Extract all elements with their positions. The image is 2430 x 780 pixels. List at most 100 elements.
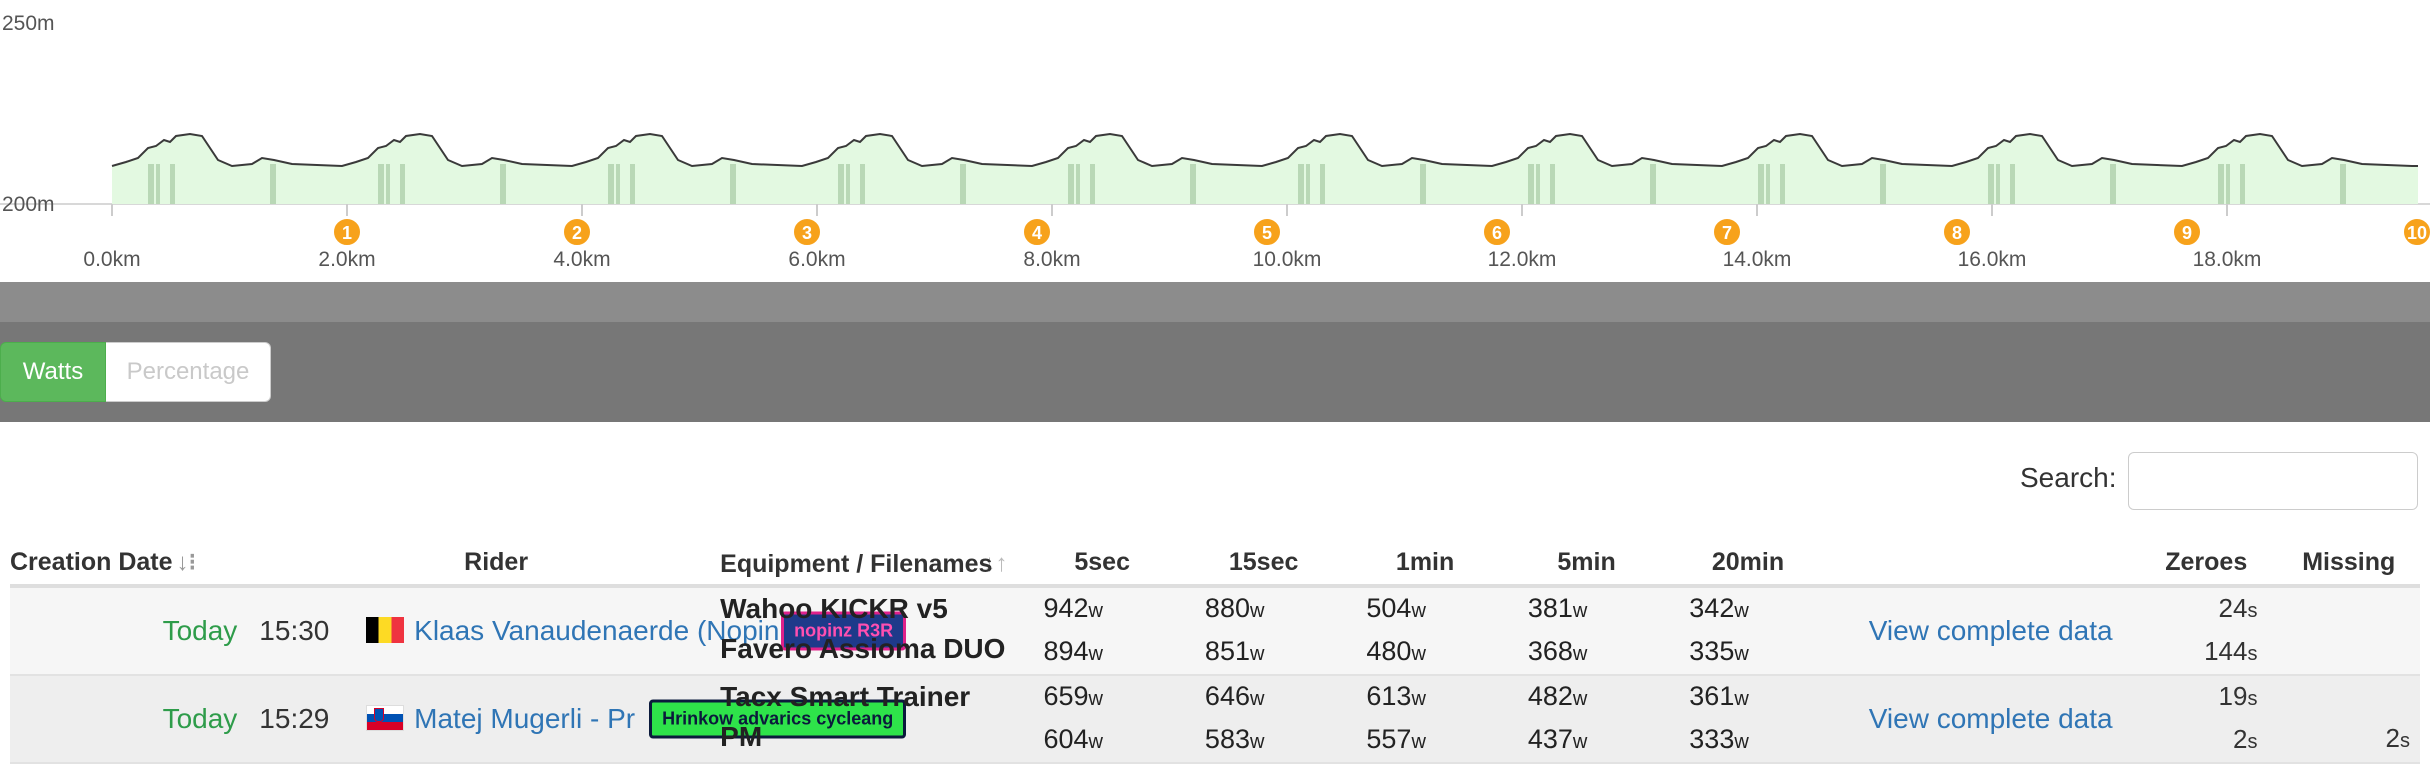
header-5min[interactable]: 5min bbox=[1505, 540, 1668, 588]
lap-marker-circle[interactable] bbox=[2402, 217, 2430, 247]
climb-segment bbox=[2240, 164, 2245, 204]
lap-marker[interactable]: 8 bbox=[1942, 217, 1972, 247]
lap-marker-circle[interactable] bbox=[2172, 217, 2202, 247]
header-equipment-label: Equipment / Filenames bbox=[720, 550, 993, 578]
power-1min: 504w 480w bbox=[1344, 586, 1506, 676]
power-value: 361w bbox=[1689, 681, 1749, 711]
lap-marker-circle[interactable] bbox=[1942, 217, 1972, 247]
header-rider[interactable]: Rider ↓↑ Equipment / Filenames bbox=[366, 540, 1022, 588]
lap-marker-label: 6 bbox=[1492, 223, 1502, 243]
sort-icon[interactable]: ↓↑ bbox=[983, 550, 1008, 577]
y-label-bottom: 200m bbox=[2, 193, 55, 216]
elevation-profile-chart: 250m 200m 0.0km 2.0km 4.0km 6.0km 8.0km 10.0k… bbox=[0, 12, 2430, 271]
climb-segment bbox=[860, 164, 865, 204]
zeroes-value: 2s bbox=[2233, 724, 2258, 754]
climb-segment bbox=[1190, 164, 1196, 204]
climb-segment bbox=[1298, 164, 1304, 204]
zeroes: 24s 144s bbox=[2135, 586, 2278, 676]
creation-time: 15:29 bbox=[259, 675, 367, 764]
power-value: 604w bbox=[1043, 724, 1103, 754]
distance-axis: 0.0km 2.0km 4.0km 6.0km 8.0km 10.0km 12.0km 14.… bbox=[83, 204, 2261, 271]
header-creation-date[interactable]: Creation Date ↓⁝ bbox=[10, 540, 367, 588]
climb-segment bbox=[156, 164, 160, 204]
climb-segment bbox=[1528, 164, 1534, 204]
chart-scroll-band bbox=[0, 282, 2430, 322]
climb-segment bbox=[838, 164, 844, 204]
lap-marker-label: 8 bbox=[1952, 223, 1962, 243]
power-value: 646w bbox=[1204, 681, 1265, 711]
lap-marker-label: 10 bbox=[2407, 223, 2427, 243]
lap-marker-circle[interactable] bbox=[792, 217, 822, 247]
lap-marker-circle[interactable] bbox=[562, 217, 592, 247]
missing: 2s bbox=[2277, 675, 2420, 764]
distance-tick-label: 16.0km bbox=[1958, 248, 2027, 271]
lap-marker[interactable]: 2 bbox=[562, 217, 592, 247]
climb-segment bbox=[270, 164, 276, 204]
table-header-row: Creation Date ↓⁝ Rider ↓↑ Equipment / File… bbox=[10, 540, 2420, 588]
power-15sec: 880w 851w bbox=[1182, 586, 1345, 676]
watts-toggle-button[interactable]: Watts bbox=[0, 342, 106, 402]
climb-segment bbox=[500, 164, 506, 204]
climb-segment bbox=[1420, 164, 1426, 204]
rider-link[interactable]: Matej Mugerli - Pr bbox=[414, 703, 636, 734]
lap-marker-label: 1 bbox=[342, 223, 352, 243]
lap-marker-circle[interactable] bbox=[1022, 217, 1052, 247]
team-badge: Hrinkow advarics cycleang bbox=[649, 699, 907, 739]
power-value: 504w bbox=[1366, 593, 1426, 623]
equipment-secondary: Favero Assioma DUO bbox=[720, 633, 1006, 664]
power-value: 333w bbox=[1689, 724, 1749, 754]
lap-marker[interactable]: 3 bbox=[792, 217, 822, 247]
missing-value bbox=[2277, 631, 2410, 671]
power-value: 894w bbox=[1043, 636, 1103, 666]
lap-marker[interactable]: 9 bbox=[2172, 217, 2202, 247]
lap-marker[interactable]: 7 bbox=[1712, 217, 1742, 247]
distance-tick-label: 4.0km bbox=[553, 248, 610, 271]
climb-segment bbox=[2110, 164, 2116, 204]
lap-marker-label: 4 bbox=[1032, 223, 1042, 243]
view-complete-data-link[interactable]: View complete data bbox=[1868, 703, 2113, 734]
distance-tick-label: 0.0km bbox=[83, 248, 140, 271]
header-15sec[interactable]: 15sec bbox=[1182, 540, 1345, 588]
view-complete-data-link[interactable]: View complete data bbox=[1868, 615, 2113, 646]
header-20min[interactable]: 20min bbox=[1667, 540, 1829, 588]
lap-marker-circle[interactable] bbox=[1252, 217, 1282, 247]
lap-marker-circle[interactable] bbox=[1712, 217, 1742, 247]
lap-marker[interactable]: 5 bbox=[1252, 217, 1282, 247]
climb-segment bbox=[1090, 164, 1095, 204]
header-missing[interactable]: Missing bbox=[2277, 540, 2420, 588]
lap-marker[interactable]: 1 bbox=[332, 217, 362, 247]
rider-link[interactable]: Klaas Vanaudenaerde (Nopin bbox=[414, 615, 780, 646]
distance-tick-label: 18.0km bbox=[2193, 248, 2262, 271]
lap-marker-circle[interactable] bbox=[1482, 217, 1512, 247]
climb-segment bbox=[1880, 164, 1886, 204]
climb-segment bbox=[2218, 164, 2224, 204]
lap-marker[interactable]: 10 bbox=[2402, 217, 2430, 247]
equipment-primary: Tacx Smart Trainer bbox=[720, 681, 971, 712]
lap-marker[interactable]: 6 bbox=[1482, 217, 1512, 247]
country-flag-icon bbox=[366, 705, 405, 731]
search-input[interactable] bbox=[2128, 452, 2418, 510]
header-zeroes[interactable]: Zeroes bbox=[2135, 540, 2278, 588]
sort-desc-icon[interactable]: ↓⁝ bbox=[176, 548, 197, 576]
rider-cell: Matej Mugerli - Pr Hrinkow advarics cycl… bbox=[366, 675, 1022, 764]
elevation-line bbox=[111, 132, 2418, 168]
climb-segment bbox=[960, 164, 966, 204]
climb-segment bbox=[1996, 164, 2000, 204]
power-20min: 361w 333w bbox=[1667, 675, 1829, 764]
toolbar-band bbox=[0, 322, 2430, 422]
distance-tick-label: 12.0km bbox=[1488, 248, 1557, 271]
power-value: 557w bbox=[1366, 724, 1426, 754]
climb-segment bbox=[400, 164, 405, 204]
distance-tick-label: 14.0km bbox=[1723, 248, 1792, 271]
lap-marker-label: 9 bbox=[2182, 223, 2192, 243]
equipment-names: Tacx Smart Trainer PM bbox=[720, 677, 970, 757]
climb-segment bbox=[2226, 164, 2230, 204]
header-1min[interactable]: 1min bbox=[1344, 540, 1506, 588]
search-label: Search: bbox=[2020, 462, 2117, 493]
lap-marker[interactable]: 4 bbox=[1022, 217, 1052, 247]
percentage-toggle-button[interactable]: Percentage bbox=[106, 342, 271, 402]
lap-marker-circle[interactable] bbox=[332, 217, 362, 247]
power-value: 851w bbox=[1204, 636, 1265, 666]
header-5sec[interactable]: 5sec bbox=[1021, 540, 1183, 588]
climb-segment bbox=[1988, 164, 1994, 204]
